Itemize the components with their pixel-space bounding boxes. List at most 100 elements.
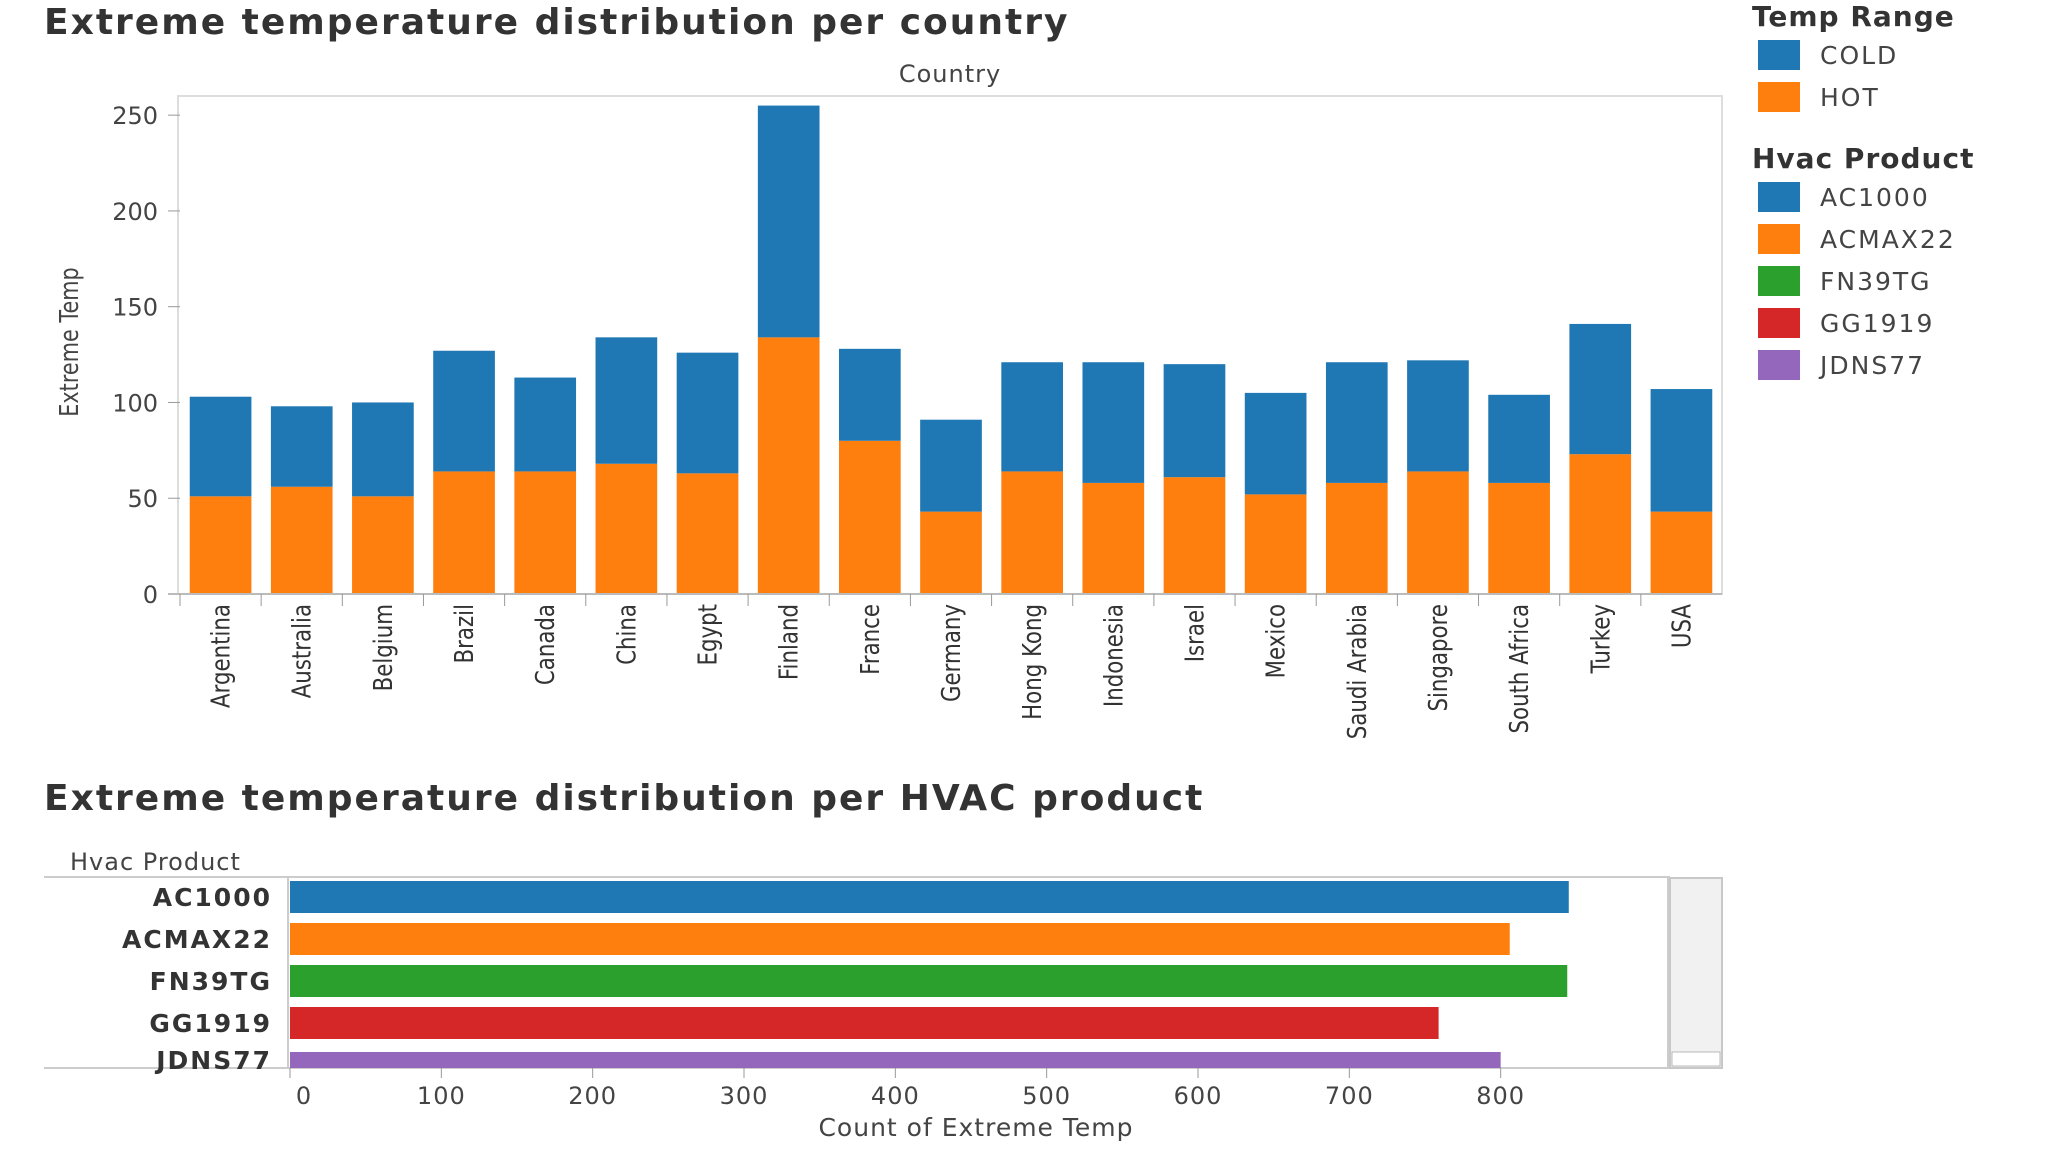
country-stacked-bar-chart: Country Extreme Temp 0 50 100 150 200 250 Arg… <box>54 60 1723 739</box>
y-tick-label: 50 <box>127 485 158 513</box>
legend-label: COLD <box>1820 40 1899 70</box>
bar-hot-canada[interactable] <box>514 471 577 594</box>
x-tick-label: 0 <box>296 1082 312 1110</box>
bar-cold-hong-kong[interactable] <box>1001 362 1063 472</box>
bar-hot-usa[interactable] <box>1650 511 1713 594</box>
x-tick-label: Turkey <box>1585 604 1616 674</box>
scrollbar-track[interactable] <box>1669 877 1723 1069</box>
bar-cold-germany[interactable] <box>920 419 982 512</box>
bar-ac1000[interactable] <box>290 881 1569 913</box>
category-label: ACMAX22 <box>122 925 272 954</box>
bar-cold-saudi-arabia[interactable] <box>1325 362 1388 483</box>
bar-hot-egypt[interactable] <box>676 473 739 594</box>
legend-swatch <box>1758 308 1800 338</box>
bar-jdns77[interactable] <box>290 1052 1501 1068</box>
bar-cold-canada[interactable] <box>514 377 577 472</box>
x-tick-label: Australia <box>287 604 318 698</box>
legend-item-cold[interactable]: COLD <box>1752 34 2042 76</box>
bar-cold-turkey[interactable] <box>1569 323 1632 455</box>
category-label: JDNS77 <box>154 1046 272 1075</box>
bar-hot-mexico[interactable] <box>1244 494 1307 594</box>
legend-item-hot[interactable]: HOT <box>1752 76 2042 118</box>
x-tick-label: Brazil <box>449 604 480 663</box>
legend-label: AC1000 <box>1820 182 1930 212</box>
bar-hot-turkey[interactable] <box>1569 454 1632 594</box>
bar-cold-belgium[interactable] <box>352 402 414 497</box>
scrollbar[interactable] <box>1669 877 1723 1069</box>
legend-item-fn39tg[interactable]: FN39TG <box>1752 260 2042 302</box>
bar-hot-belgium[interactable] <box>352 496 414 594</box>
bar-cold-china[interactable] <box>595 337 658 464</box>
x-tick-label: Israel <box>1179 604 1210 662</box>
x-axis-ticks: 0 100 200 300 400 500 600 700 800 <box>289 1068 1524 1110</box>
legend-swatch <box>1758 350 1800 380</box>
x-tick-label: Germany <box>936 604 967 702</box>
country-chart-title: Extreme temperature distribution per cou… <box>44 2 1070 43</box>
bar-cold-france[interactable] <box>839 348 901 441</box>
bar-hot-argentina[interactable] <box>189 496 252 594</box>
bar-hot-australia[interactable] <box>270 486 333 594</box>
bar-hot-finland[interactable] <box>757 337 820 594</box>
category-label: GG1919 <box>149 1009 272 1038</box>
bar-cold-israel[interactable] <box>1163 364 1226 478</box>
x-tick-label: France <box>855 604 886 675</box>
x-tick-label: Argentina <box>206 604 237 708</box>
bar-hot-france[interactable] <box>839 440 901 594</box>
bar-hot-singapore[interactable] <box>1407 471 1469 594</box>
legend-swatch <box>1758 82 1800 112</box>
bar-cold-mexico[interactable] <box>1244 392 1307 495</box>
scrollbar-handle[interactable] <box>1671 1051 1721 1067</box>
category-label: FN39TG <box>150 967 272 996</box>
legend-item-gg1919[interactable]: GG1919 <box>1752 302 2042 344</box>
bar-cold-south-africa[interactable] <box>1488 394 1550 483</box>
legend-hvac-product-title: Hvac Product <box>1752 142 1975 175</box>
bar-hot-china[interactable] <box>595 463 658 594</box>
x-tick-label: Finland <box>774 604 805 680</box>
bars <box>290 881 1569 1068</box>
bars <box>189 105 1713 594</box>
legend-item-ac1000[interactable]: AC1000 <box>1752 176 2042 218</box>
bar-fn39tg[interactable] <box>290 965 1568 997</box>
x-tick-label: Saudi Arabia <box>1342 604 1373 739</box>
legend-item-jdns77[interactable]: JDNS77 <box>1752 344 2042 386</box>
x-tick-label: Indonesia <box>1098 604 1129 707</box>
bar-cold-indonesia[interactable] <box>1082 362 1145 483</box>
bar-hot-south-africa[interactable] <box>1488 482 1550 594</box>
y-tick-label: 150 <box>112 294 158 322</box>
bar-cold-usa[interactable] <box>1650 389 1713 512</box>
bar-cold-singapore[interactable] <box>1407 360 1469 472</box>
bar-cold-brazil[interactable] <box>433 350 495 472</box>
x-tick-label: Belgium <box>368 604 399 691</box>
bar-cold-argentina[interactable] <box>189 396 252 497</box>
x-axis-ticks: Argentina Australia Belgium Brazil Canada Chi… <box>168 593 1722 739</box>
bar-cold-australia[interactable] <box>270 406 333 487</box>
x-tick-label: Canada <box>530 604 561 685</box>
y-tick-label: 100 <box>112 389 158 417</box>
bar-gg1919[interactable] <box>290 1007 1439 1039</box>
x-tick-label: Egypt <box>692 604 723 665</box>
y-axis-label: Extreme Temp <box>54 267 85 417</box>
bar-hot-saudi-arabia[interactable] <box>1325 482 1388 594</box>
x-tick-label: Mexico <box>1261 604 1292 678</box>
legend-label: JDNS77 <box>1820 350 1926 380</box>
legend-label: HOT <box>1820 82 1880 112</box>
x-tick-label: 500 <box>1022 1082 1071 1110</box>
category-label: AC1000 <box>153 883 272 912</box>
bar-hot-indonesia[interactable] <box>1082 482 1145 594</box>
bar-hot-hong-kong[interactable] <box>1001 471 1063 594</box>
legend-swatch <box>1758 40 1800 70</box>
bar-hot-germany[interactable] <box>920 511 982 594</box>
bar-cold-egypt[interactable] <box>676 352 739 474</box>
x-tick-label: 600 <box>1174 1082 1223 1110</box>
x-axis-label: Count of Extreme Temp <box>818 1113 1133 1142</box>
bar-hot-israel[interactable] <box>1163 477 1226 594</box>
legend-item-acmax22[interactable]: ACMAX22 <box>1752 218 2042 260</box>
y-axis-categories: AC1000 ACMAX22 FN39TG GG1919 JDNS77 <box>122 883 272 1075</box>
legend: Temp Range COLD HOT Hvac Product AC1000 … <box>1752 0 2042 386</box>
bar-hot-brazil[interactable] <box>433 471 495 594</box>
bar-cold-finland[interactable] <box>757 105 820 338</box>
bar-acmax22[interactable] <box>290 923 1510 955</box>
legend-swatch <box>1758 182 1800 212</box>
legend-swatch <box>1758 266 1800 296</box>
x-tick-label: 100 <box>417 1082 466 1110</box>
